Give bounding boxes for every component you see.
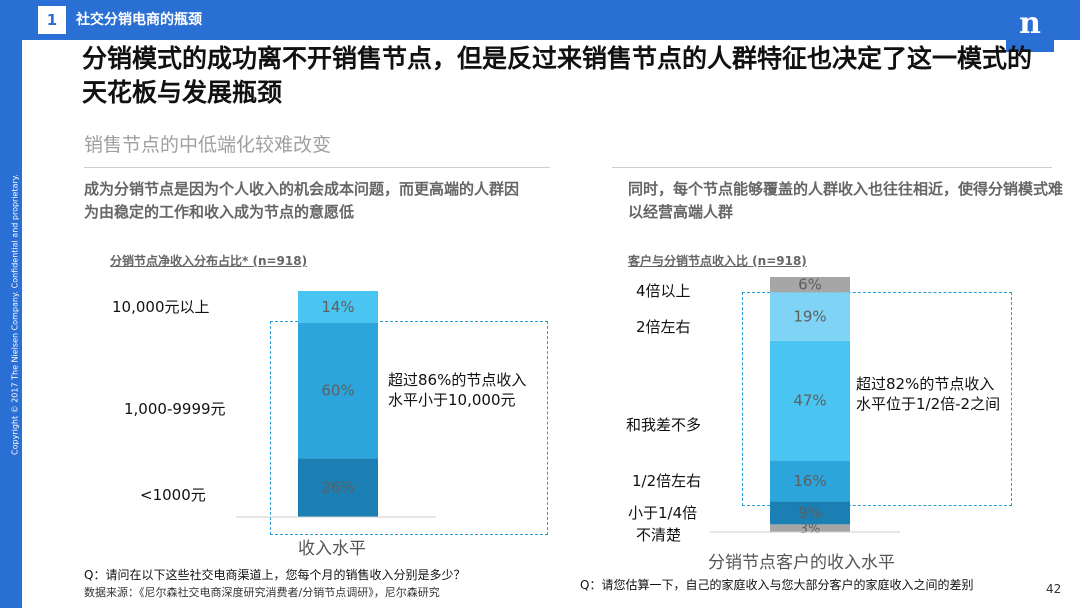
- right-callout-note: 超过82%的节点收入水平位于1/2倍-2之间: [856, 375, 1001, 413]
- left-axis-label: 收入水平: [298, 539, 366, 559]
- right-question: Q：请您估算一下，自己的家庭收入与您大部分客户的家庭收入之间的差别: [580, 578, 974, 592]
- slide-title: 分销模式的成功离不开销售节点，但是反过来销售节点的人群特征也决定了这一模式的天花…: [82, 44, 1033, 107]
- bar-segment: [770, 524, 850, 532]
- left-category-label: <1000元: [140, 486, 206, 504]
- bar-value-label: 3%: [800, 522, 821, 537]
- right-chart-title: 客户与分销节点收入比 (n=918): [628, 254, 807, 268]
- slide-subtitle: 销售节点的中低端化较难改变: [84, 134, 332, 156]
- right-category-label: 和我差不多: [626, 416, 702, 434]
- bar-value-label: 19%: [793, 308, 826, 326]
- right-heading: 同时，每个节点能够覆盖的人群收入也往往相近，使得分销模式难以经营高端人群: [628, 180, 1064, 221]
- section-title: 社交分销电商的瓶颈: [76, 12, 202, 28]
- left-category-label: 1,000-9999元: [124, 400, 226, 418]
- side-strip: [0, 40, 22, 608]
- bar-segment: [298, 458, 378, 517]
- data-source: 数据来源：《尼尔森社交电商深度研究消费者/分销节点调研》，尼尔森研究: [84, 586, 440, 599]
- right-axis-label: 分销节点客户的收入水平: [708, 553, 895, 573]
- bar-segment: [770, 277, 850, 293]
- right-category-label: 2倍左右: [636, 318, 691, 336]
- header-bar: [0, 0, 1080, 40]
- nielsen-logo: n: [1006, 0, 1054, 52]
- right-category-label: 1/2倍左右: [632, 472, 702, 490]
- left-question: Q：请问在以下这些社交电商渠道上，您每个月的销售收入分别是多少？: [84, 568, 466, 582]
- right-category-label: 4倍以上: [636, 282, 691, 300]
- left-chart-title: 分销节点净收入分布占比* (n=918): [110, 254, 308, 268]
- bar-value-label: 60%: [321, 381, 354, 399]
- left-heading: 成为分销节点是因为个人收入的机会成本问题，而更高端的人群因为由稳定的工作和收入成…: [84, 180, 520, 221]
- bar-segment: [770, 460, 850, 502]
- separator-right: [612, 167, 1052, 168]
- bar-segment: [770, 501, 850, 525]
- left-callout-note: 超过86%的节点收入水平小于10,000元: [388, 371, 527, 409]
- page-number: 42: [1046, 582, 1062, 596]
- separator-left: [84, 167, 550, 168]
- left-highlight-box: [270, 321, 548, 535]
- bar-segment: [298, 291, 378, 323]
- bar-value-label: 26%: [321, 479, 354, 497]
- right-category-label: 小于1/4倍: [628, 504, 698, 522]
- bar-segment: [770, 340, 850, 461]
- bar-value-label: 6%: [798, 276, 822, 294]
- bar-segment: [770, 292, 850, 341]
- bar-value-label: 47%: [793, 392, 826, 410]
- bar-value-label: 16%: [793, 472, 826, 490]
- right-category-label: 不清楚: [636, 526, 682, 544]
- slide-number: 1: [38, 6, 66, 34]
- bar-segment: [298, 322, 378, 459]
- bar-value-label: 9%: [798, 504, 822, 522]
- left-category-label: 10,000元以上: [112, 298, 210, 316]
- right-highlight-box: [742, 292, 1012, 506]
- bar-value-label: 14%: [321, 298, 354, 316]
